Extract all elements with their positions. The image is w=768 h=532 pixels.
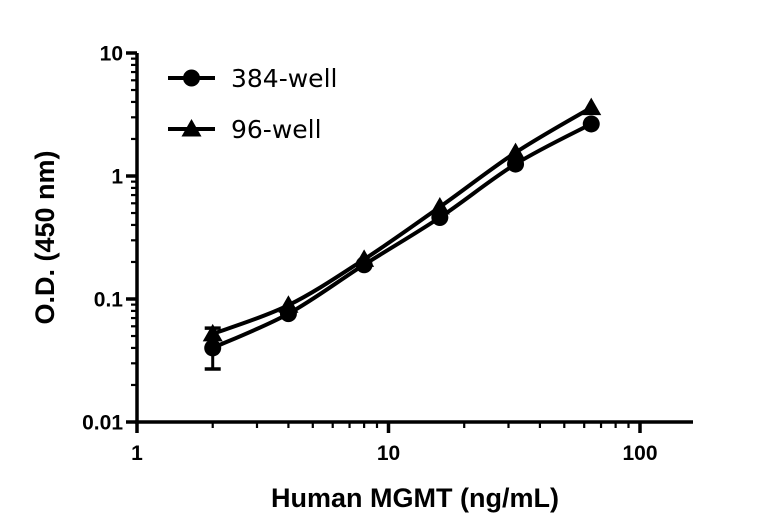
triangle-marker-icon <box>354 249 375 267</box>
y-tick-label: 0.01 <box>82 412 123 435</box>
circle-marker-icon <box>204 339 222 357</box>
y-tick-label: 10 <box>100 43 123 66</box>
triangle-marker-icon <box>505 142 526 161</box>
triangle-marker-icon <box>202 323 223 342</box>
circle-marker-icon <box>183 69 200 87</box>
triangle-marker-icon <box>581 97 602 116</box>
legend-label-384-well: 384-well <box>231 64 337 93</box>
triangle-marker-icon <box>429 196 450 215</box>
series-96-well <box>202 97 602 342</box>
triangle-marker-icon <box>181 119 202 137</box>
x-tick-label: 1 <box>131 442 143 465</box>
x-tick-label: 100 <box>622 442 657 465</box>
x-tick-label: 10 <box>377 442 400 465</box>
legend-label-96-well: 96-well <box>231 115 322 144</box>
legend: 384-well 96-well <box>168 64 337 144</box>
y-tick-label: 1 <box>111 166 123 189</box>
y-tick-label: 0.1 <box>94 289 124 312</box>
triangle-marker-icon <box>278 295 299 313</box>
axes: 10 1 0.1 0.01 1 10 100 Human MGMT (ng/mL) O.D. (… <box>30 43 693 513</box>
y-axis-title: O.D. (450 nm) <box>30 150 60 324</box>
series-curve <box>211 105 593 336</box>
circle-marker-icon <box>582 115 600 133</box>
x-axis-title: Human MGMT (ng/mL) <box>271 483 559 513</box>
